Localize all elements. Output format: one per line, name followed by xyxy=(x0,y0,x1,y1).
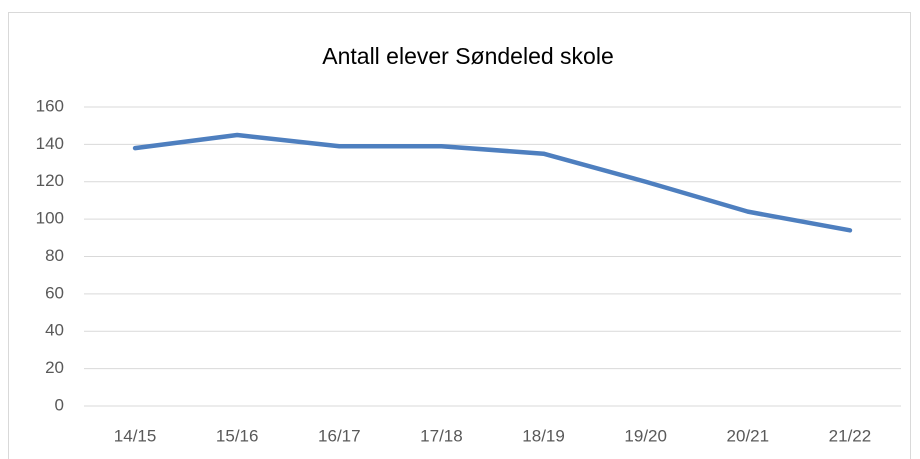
y-tick-label: 140 xyxy=(36,134,64,153)
x-tick-label: 21/22 xyxy=(829,426,872,445)
x-tick-label: 20/21 xyxy=(727,426,770,445)
data-line xyxy=(132,132,853,233)
chart-frame xyxy=(8,12,911,459)
x-tick-label: 16/17 xyxy=(318,426,361,445)
chart-title: Antall elever Søndeled skole xyxy=(322,43,614,69)
x-tick-label: 14/15 xyxy=(114,426,157,445)
x-tick-label: 19/20 xyxy=(624,426,667,445)
x-tick-label: 17/18 xyxy=(420,426,463,445)
y-tick-label: 40 xyxy=(45,321,64,340)
y-tick-label: 100 xyxy=(36,209,64,228)
y-tick-label: 60 xyxy=(45,283,64,302)
y-tick-label: 0 xyxy=(55,395,64,414)
y-tick-label: 120 xyxy=(36,171,64,190)
y-tick-label: 160 xyxy=(36,96,64,115)
x-tick-label: 18/19 xyxy=(522,426,565,445)
x-tick-label: 15/16 xyxy=(216,426,259,445)
y-tick-label: 80 xyxy=(45,246,64,265)
y-tick-label: 20 xyxy=(45,358,64,377)
